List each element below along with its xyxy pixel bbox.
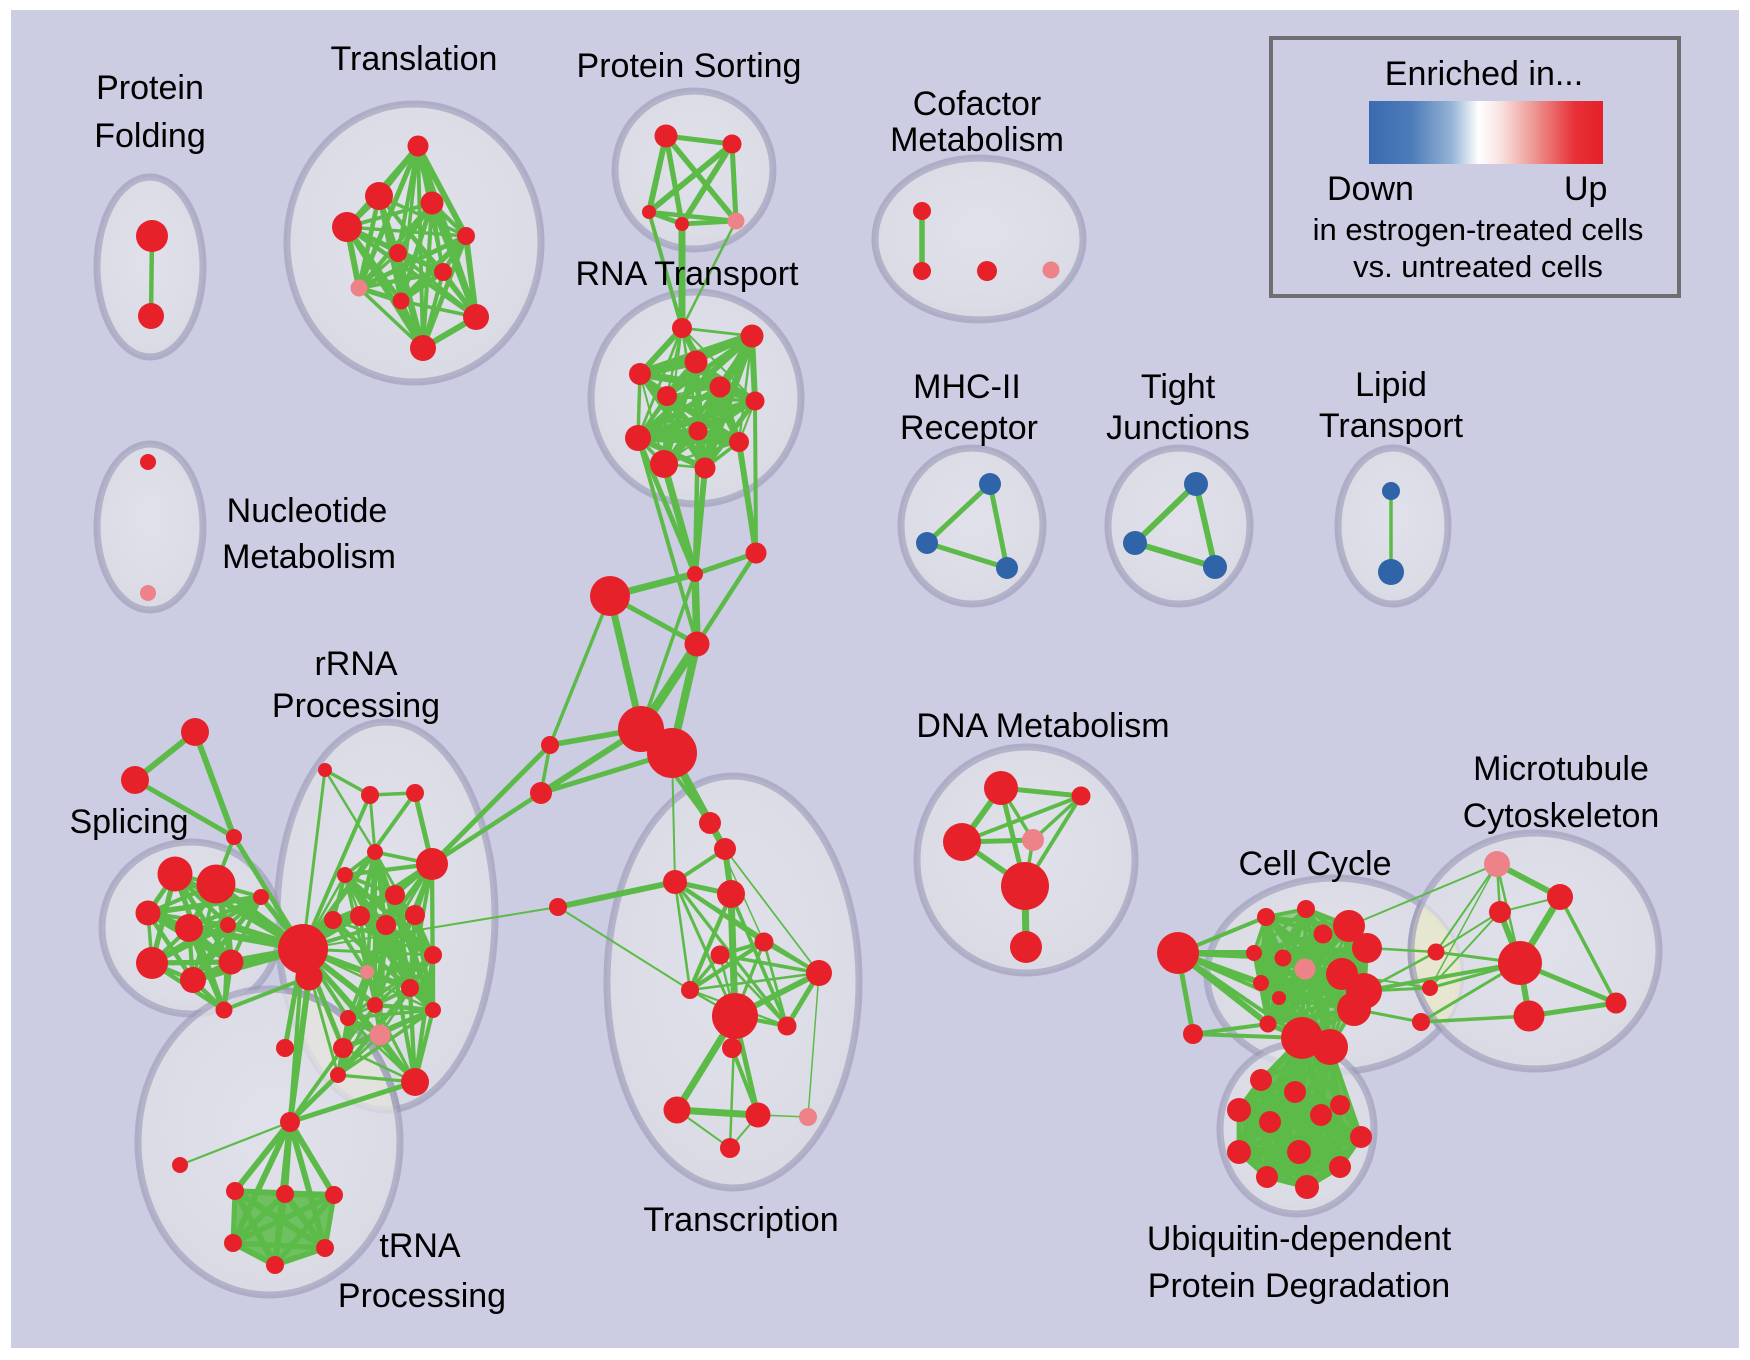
svg-text:Splicing: Splicing <box>69 803 188 841</box>
svg-text:Protein Sorting: Protein Sorting <box>577 47 802 85</box>
svg-text:in estrogen-treated cells: in estrogen-treated cells <box>1313 212 1644 247</box>
svg-text:Protein Degradation: Protein Degradation <box>1148 1267 1450 1305</box>
svg-text:Receptor: Receptor <box>900 409 1038 447</box>
svg-text:DNA Metabolism: DNA Metabolism <box>916 707 1169 745</box>
svg-text:vs. untreated cells: vs. untreated cells <box>1353 249 1603 284</box>
svg-text:Ubiquitin-dependent: Ubiquitin-dependent <box>1147 1220 1452 1258</box>
svg-text:Cytoskeleton: Cytoskeleton <box>1463 797 1660 835</box>
svg-text:Transcription: Transcription <box>643 1201 838 1239</box>
svg-text:Junctions: Junctions <box>1106 409 1250 447</box>
svg-text:Up: Up <box>1564 170 1607 208</box>
svg-text:tRNA: tRNA <box>379 1227 461 1265</box>
svg-text:Lipid: Lipid <box>1355 366 1427 404</box>
svg-text:Transport: Transport <box>1319 407 1464 445</box>
svg-text:Translation: Translation <box>331 40 498 78</box>
svg-text:Cell Cycle: Cell Cycle <box>1238 845 1391 883</box>
svg-text:rRNA: rRNA <box>314 645 397 683</box>
svg-text:Protein: Protein <box>96 69 204 107</box>
svg-text:RNA Transport: RNA Transport <box>576 255 800 293</box>
svg-text:MHC-II: MHC-II <box>913 368 1021 406</box>
svg-text:Metabolism: Metabolism <box>890 121 1064 159</box>
svg-text:Microtubule: Microtubule <box>1473 750 1649 788</box>
svg-text:Cofactor: Cofactor <box>913 85 1042 123</box>
svg-text:Processing: Processing <box>338 1277 506 1315</box>
svg-text:Nucleotide: Nucleotide <box>227 492 388 530</box>
svg-text:Metabolism: Metabolism <box>222 538 396 576</box>
svg-text:Tight: Tight <box>1141 368 1216 406</box>
svg-text:Folding: Folding <box>94 117 206 155</box>
svg-text:Enriched in...: Enriched in... <box>1385 55 1583 93</box>
svg-text:Down: Down <box>1327 170 1414 208</box>
svg-text:Processing: Processing <box>272 687 440 725</box>
